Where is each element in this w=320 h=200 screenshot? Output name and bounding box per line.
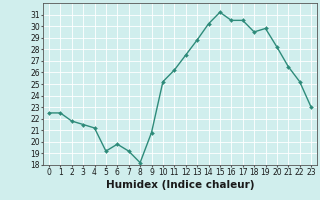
X-axis label: Humidex (Indice chaleur): Humidex (Indice chaleur) <box>106 180 254 190</box>
